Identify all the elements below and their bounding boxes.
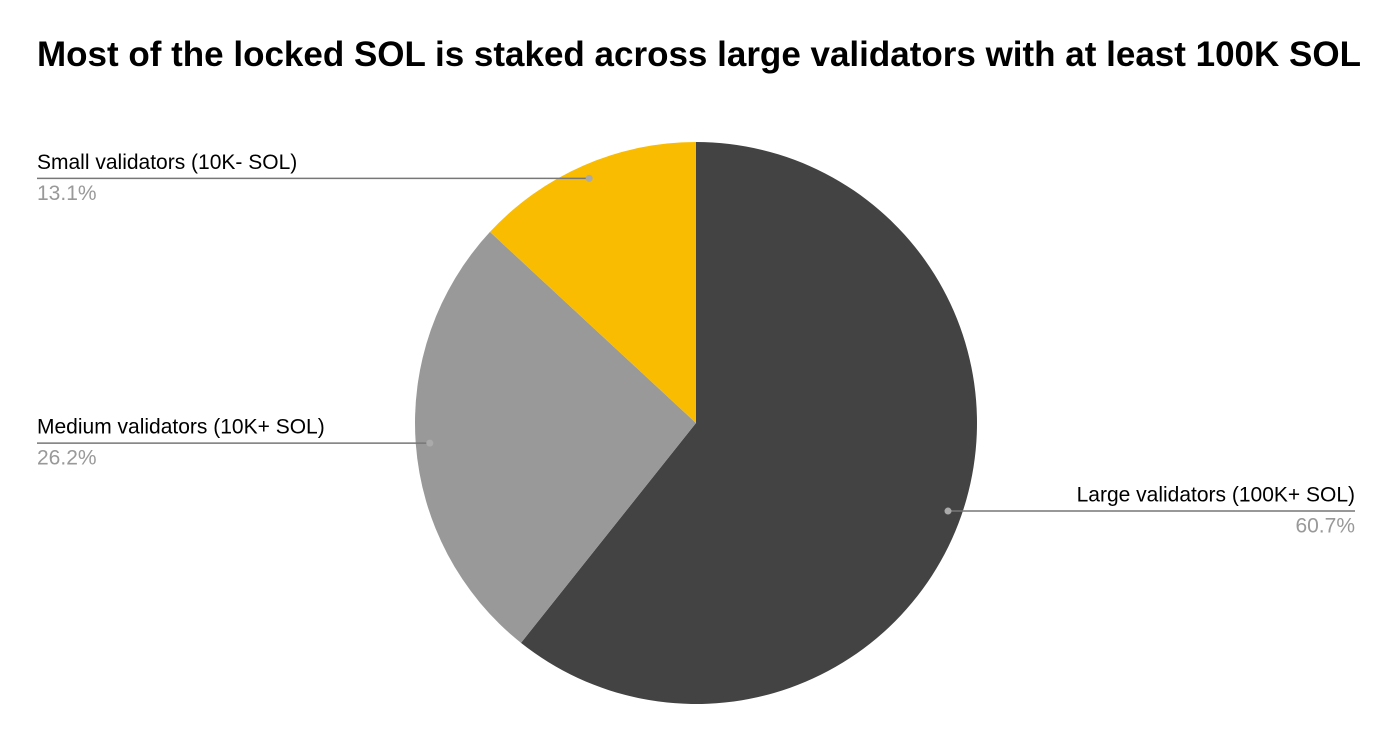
- pie-slice: [520, 142, 978, 704]
- slice-value-label: 13.1%: [37, 182, 97, 205]
- pie-slice: [489, 142, 696, 423]
- slice-label: Medium validators (10K+ SOL): [37, 416, 325, 439]
- leader-dot: [426, 439, 434, 447]
- leader-dot: [585, 174, 593, 182]
- slice-value-label: 60.7%: [1295, 515, 1355, 538]
- pie-slice: [415, 231, 696, 643]
- slice-value-label: 26.2%: [37, 447, 97, 470]
- leader-dot: [944, 507, 952, 515]
- slice-label: Large validators (100K+ SOL): [1077, 484, 1355, 507]
- chart-title: Most of the locked SOL is staked across …: [37, 35, 1361, 74]
- slice-label: Small validators (10K- SOL): [37, 151, 297, 174]
